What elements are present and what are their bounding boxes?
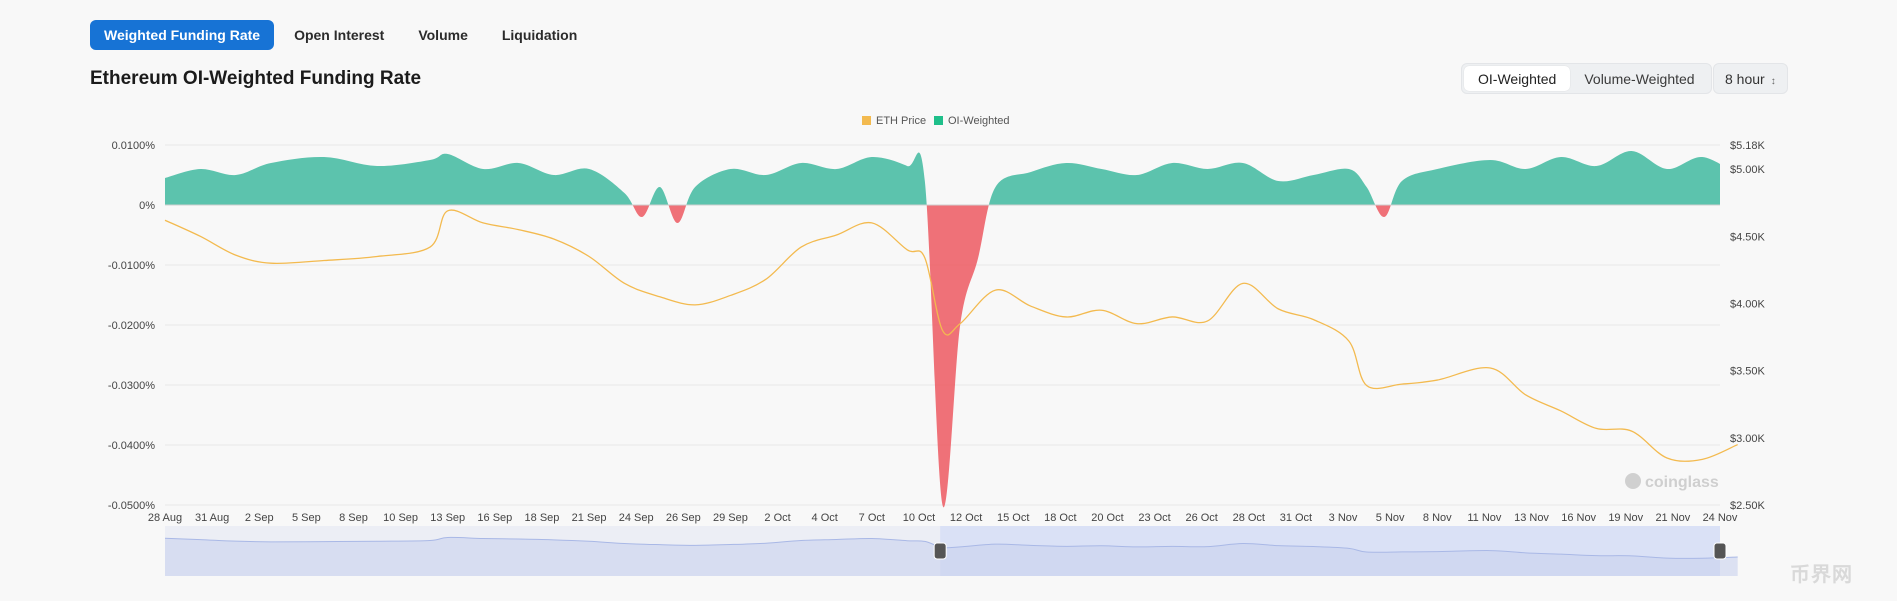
- legend: ETH Price OI-Weighted: [862, 115, 1010, 127]
- x-tick-label: 24 Nov: [1703, 512, 1738, 524]
- x-tick-label: 26 Oct: [1185, 512, 1217, 524]
- y-left-tick-label: -0.0100%: [108, 260, 155, 272]
- x-tick-label: 23 Oct: [1138, 512, 1170, 524]
- y-right-tick-label: $4.50K: [1730, 231, 1766, 243]
- legend-oi-weighted-swatch[interactable]: [934, 116, 943, 125]
- x-axis: 28 Aug 31 Aug 2 Sep 5 Sep 8 Sep 10 Sep 13 Sep 1…: [148, 512, 1738, 524]
- x-tick-label: 16 Sep: [477, 512, 512, 524]
- y-right-tick-label: $4.00K: [1730, 299, 1766, 311]
- tab-open-interest[interactable]: Open Interest: [294, 27, 385, 43]
- x-tick-label: 15 Oct: [997, 512, 1029, 524]
- x-tick-label: 7 Oct: [859, 512, 885, 524]
- interval-select[interactable]: 8 hour ↕: [1713, 63, 1788, 94]
- y-left-tick-label: 0.0100%: [112, 140, 156, 152]
- x-tick-label: 24 Sep: [619, 512, 654, 524]
- x-tick-label: 2 Sep: [245, 512, 274, 524]
- x-tick-label: 13 Sep: [430, 512, 465, 524]
- range-slider[interactable]: [164, 526, 1738, 576]
- y-left-tick-label: -0.0500%: [108, 500, 155, 512]
- x-tick-label: 19 Nov: [1608, 512, 1643, 524]
- y-left-tick-label: -0.0400%: [108, 440, 155, 452]
- x-tick-label: 11 Nov: [1467, 512, 1502, 524]
- eth-price-line: [164, 209, 1738, 462]
- interval-value: 8 hour: [1725, 71, 1765, 87]
- y-right-tick-label: $5.18K: [1730, 140, 1766, 152]
- legend-oi-weighted-label[interactable]: OI-Weighted: [948, 115, 1010, 127]
- y-right-tick-label: $3.00K: [1730, 433, 1766, 445]
- funding-positive-area: [165, 150, 1720, 205]
- watermark-text: coinglass: [1645, 474, 1719, 491]
- x-tick-label: 16 Nov: [1561, 512, 1596, 524]
- x-tick-label: 10 Oct: [903, 512, 935, 524]
- x-tick-label: 31 Oct: [1280, 512, 1312, 524]
- x-tick-label: 8 Nov: [1423, 512, 1452, 524]
- x-tick-label: 12 Oct: [950, 512, 982, 524]
- slider-mini-line: [164, 536, 1738, 559]
- chevron-updown-icon: ↕: [1770, 76, 1776, 87]
- y-right-tick-label: $3.50K: [1730, 366, 1766, 378]
- x-tick-label: 28 Aug: [148, 512, 182, 524]
- x-tick-label: 3 Nov: [1329, 512, 1358, 524]
- metric-tabs: Weighted Funding Rate Open Interest Volu…: [90, 20, 591, 50]
- y-left-tick-label: -0.0300%: [108, 380, 155, 392]
- tab-liquidation[interactable]: Liquidation: [501, 27, 578, 43]
- x-tick-label: 21 Nov: [1655, 512, 1690, 524]
- x-tick-label: 18 Oct: [1044, 512, 1076, 524]
- x-tick-label: 8 Sep: [339, 512, 368, 524]
- x-tick-label: 21 Sep: [572, 512, 607, 524]
- slider-handle-right[interactable]: [1713, 542, 1727, 560]
- oi-weighted-button[interactable]: OI-Weighted: [1464, 66, 1571, 91]
- x-tick-label: 4 Oct: [812, 512, 838, 524]
- x-tick-label: 2 Oct: [764, 512, 790, 524]
- weighting-toggle: OI-Weighted Volume-Weighted: [1461, 63, 1712, 94]
- x-tick-label: 28 Oct: [1233, 512, 1265, 524]
- x-tick-label: 18 Sep: [525, 512, 560, 524]
- eth-price-path: [164, 209, 1738, 462]
- tab-volume[interactable]: Volume: [418, 27, 468, 43]
- y-axis-left: 0.0100% 0% -0.0100% -0.0200% -0.0300% -0.0400…: [108, 140, 155, 512]
- slider-mini-area: [165, 537, 1738, 576]
- x-tick-label: 10 Sep: [383, 512, 418, 524]
- coinglass-logo: coinglass: [1625, 473, 1719, 491]
- y-left-tick-label: 0%: [139, 200, 155, 212]
- x-tick-label: 31 Aug: [195, 512, 229, 524]
- x-tick-label: 29 Sep: [713, 512, 748, 524]
- slider-handle-left[interactable]: [933, 542, 947, 560]
- x-tick-label: 26 Sep: [666, 512, 701, 524]
- x-tick-label: 5 Nov: [1376, 512, 1405, 524]
- page-title: Ethereum OI-Weighted Funding Rate: [90, 68, 422, 89]
- funding-negative-area: [165, 205, 1720, 508]
- y-left-tick-label: -0.0200%: [108, 320, 155, 332]
- y-axis-right: $5.18K $5.00K $4.50K $4.00K $3.50K $3.00K $2.5…: [1730, 140, 1766, 512]
- funding-rate-area: [165, 150, 1720, 508]
- volume-weighted-button[interactable]: Volume-Weighted: [1584, 71, 1695, 87]
- coinglass-icon: [1625, 473, 1641, 489]
- x-tick-label: 5 Sep: [292, 512, 321, 524]
- legend-eth-price-swatch[interactable]: [862, 116, 871, 125]
- legend-eth-price-label[interactable]: ETH Price: [876, 115, 926, 127]
- x-tick-label: 13 Nov: [1514, 512, 1549, 524]
- corner-logo: 币界网: [1790, 564, 1853, 586]
- x-tick-label: 20 Oct: [1091, 512, 1123, 524]
- y-right-tick-label: $2.50K: [1730, 500, 1766, 512]
- y-right-tick-label: $5.00K: [1730, 164, 1766, 176]
- tab-weighted-funding-rate[interactable]: Weighted Funding Rate: [90, 20, 275, 50]
